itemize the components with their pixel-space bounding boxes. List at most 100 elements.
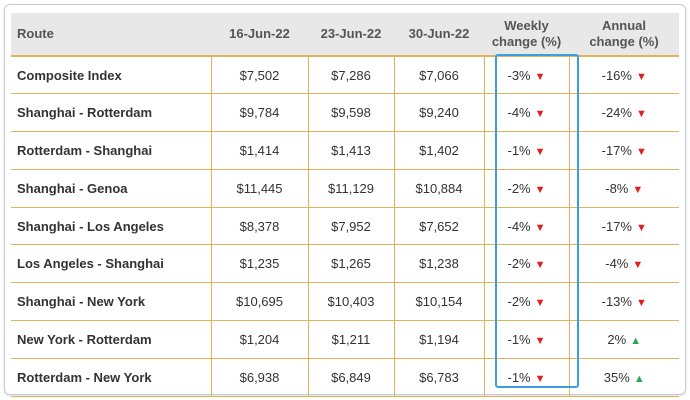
route-name: Rotterdam - New York — [11, 358, 212, 397]
annual-change: -17% ▼ — [569, 131, 679, 170]
rate-23-jun: $6,849 — [308, 358, 395, 397]
down-triangle-icon: ▼ — [632, 183, 644, 196]
route-name: Shanghai - Rotterdam — [11, 93, 212, 133]
weekly-change: -2% ▼ — [484, 282, 570, 322]
route-name: Shanghai - Genoa — [11, 169, 212, 208]
table-row: Composite Index $7,502 $7,286 $7,066 -3% ▼ -16… — [11, 56, 679, 95]
annual-change: -16% ▼ — [569, 56, 679, 95]
down-triangle-icon: ▼ — [534, 259, 546, 272]
rate-23-jun: $1,211 — [308, 320, 395, 359]
annual-change-value: -8% — [605, 180, 629, 196]
weekly-change: -2% ▼ — [484, 244, 570, 284]
annual-change-value: -17% — [601, 218, 632, 234]
rate-23-jun: $7,286 — [308, 56, 395, 95]
route-name: Shanghai - Los Angeles — [11, 207, 212, 246]
weekly-change: -1% ▼ — [484, 358, 570, 397]
header-weekly-change: Weekly change (%) — [484, 13, 569, 57]
down-triangle-icon: ▼ — [635, 70, 647, 83]
annual-change-value: -13% — [601, 294, 632, 310]
route-name: Composite Index — [11, 56, 212, 95]
route-name: Rotterdam - Shanghai — [11, 131, 212, 170]
rate-16-jun: $1,204 — [211, 320, 309, 359]
rate-30-jun: $10,154 — [394, 282, 485, 322]
header-annual-line-2: change (%) — [589, 34, 659, 49]
annual-change: 35% ▲ — [569, 358, 679, 397]
rate-30-jun: $9,240 — [394, 93, 485, 133]
header-route: Route — [11, 13, 211, 57]
route-name: Los Angeles - Shanghai — [11, 244, 212, 284]
annual-change-value: -16% — [601, 67, 632, 83]
up-triangle-icon: ▲ — [633, 372, 645, 385]
table-row: Los Angeles - Shanghai $1,235 $1,265 $1,238… — [11, 244, 679, 284]
rate-16-jun: $11,445 — [211, 169, 309, 208]
annual-change: -13% ▼ — [569, 282, 679, 322]
rate-23-jun: $10,403 — [308, 282, 395, 322]
route-name: New York - Rotterdam — [11, 320, 212, 359]
rate-23-jun: $11,129 — [308, 169, 395, 208]
rate-16-jun: $9,784 — [211, 93, 309, 133]
annual-change-value: -4% — [605, 256, 629, 272]
annual-change: 2% ▲ — [569, 320, 679, 359]
weekly-change: -1% ▼ — [484, 320, 570, 359]
annual-change-value: 2% — [607, 331, 627, 347]
weekly-change-value: -3% — [507, 67, 531, 83]
table-card: Route 16-Jun-22 23-Jun-22 30-Jun-22 Week… — [4, 4, 686, 397]
down-triangle-icon: ▼ — [534, 70, 546, 83]
rate-30-jun: $1,194 — [394, 320, 485, 359]
down-triangle-icon: ▼ — [635, 108, 647, 121]
table-body: Composite Index $7,502 $7,286 $7,066 -3% ▼ -16… — [11, 56, 679, 397]
rate-23-jun: $1,265 — [308, 244, 395, 284]
header-date-3: 30-Jun-22 — [394, 13, 484, 57]
weekly-change: -4% ▼ — [484, 207, 570, 246]
header-date-2: 23-Jun-22 — [308, 13, 394, 57]
weekly-change: -4% ▼ — [484, 93, 570, 133]
header-weekly-line-2: change (%) — [491, 34, 562, 49]
route-name: Shanghai - New York — [11, 282, 212, 322]
rate-30-jun: $6,783 — [394, 358, 485, 397]
down-triangle-icon: ▼ — [632, 259, 644, 272]
header-date-1: 16-Jun-22 — [211, 13, 308, 57]
down-triangle-icon: ▼ — [635, 145, 647, 158]
table-header: Route 16-Jun-22 23-Jun-22 30-Jun-22 Week… — [11, 13, 679, 57]
up-triangle-icon: ▲ — [630, 334, 642, 347]
weekly-change: -3% ▼ — [484, 56, 570, 95]
annual-change: -24% ▼ — [569, 93, 679, 133]
down-triangle-icon: ▼ — [635, 221, 647, 234]
weekly-change-value: -1% — [507, 331, 531, 347]
rate-16-jun: $1,235 — [211, 244, 309, 284]
annual-change-value: -17% — [601, 142, 632, 158]
weekly-change-value: -4% — [507, 218, 531, 234]
down-triangle-icon: ▼ — [534, 183, 546, 196]
annual-change-value: 35% — [603, 369, 630, 385]
weekly-change-value: -1% — [507, 369, 531, 385]
rate-30-jun: $7,652 — [394, 207, 485, 246]
rate-23-jun: $1,413 — [308, 131, 395, 170]
table-row: Shanghai - New York $10,695 $10,403 $10,154… — [11, 282, 679, 322]
table-row: Shanghai - Los Angeles $8,378 $7,952 $7,652… — [11, 207, 679, 246]
weekly-change-value: -2% — [507, 256, 531, 272]
annual-change-value: -24% — [601, 105, 632, 121]
rate-16-jun: $7,502 — [211, 56, 309, 95]
annual-change: -8% ▼ — [569, 169, 679, 208]
weekly-change-value: -2% — [507, 180, 531, 196]
table-row: Shanghai - Genoa $11,445 $11,129 $10,884 -2%… — [11, 169, 679, 208]
rate-16-jun: $8,378 — [211, 207, 309, 246]
annual-change: -17% ▼ — [569, 207, 679, 246]
down-triangle-icon: ▼ — [534, 334, 546, 347]
down-triangle-icon: ▼ — [534, 145, 546, 158]
rate-16-jun: $10,695 — [211, 282, 309, 322]
rate-30-jun: $1,238 — [394, 244, 485, 284]
rate-30-jun: $7,066 — [394, 56, 485, 95]
header-annual-line-1: Annual — [601, 18, 647, 33]
freight-rates-table: Route 16-Jun-22 23-Jun-22 30-Jun-22 Week… — [11, 13, 679, 397]
rate-16-jun: $1,414 — [211, 131, 309, 170]
weekly-change-value: -1% — [507, 142, 531, 158]
header-annual-change: Annual change (%) — [569, 13, 679, 57]
down-triangle-icon: ▼ — [534, 372, 546, 385]
annual-change: -4% ▼ — [569, 244, 679, 284]
table-row: Rotterdam - New York $6,938 $6,849 $6,783 -1… — [11, 358, 679, 397]
weekly-change: -1% ▼ — [484, 131, 570, 170]
down-triangle-icon: ▼ — [534, 297, 546, 310]
rate-16-jun: $6,938 — [211, 358, 309, 397]
table-row: Shanghai - Rotterdam $9,784 $9,598 $9,240 -4… — [11, 93, 679, 133]
